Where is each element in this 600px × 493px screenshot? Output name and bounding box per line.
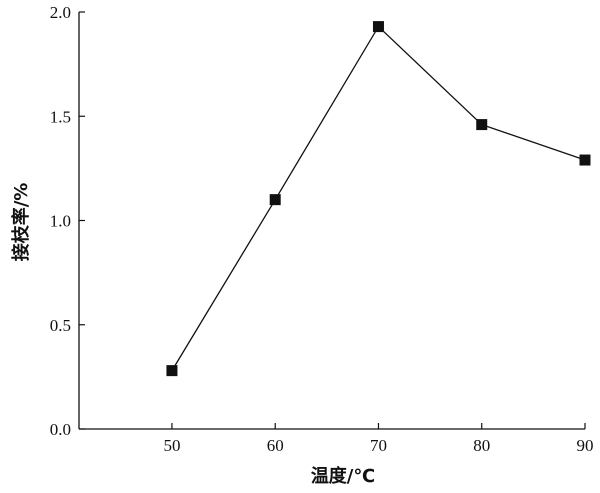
y-axis-label: 接枝率/% <box>10 183 32 262</box>
y-ticks: 0.0 0.5 1.0 1.5 2.0 <box>50 3 85 439</box>
x-tick-label: 50 <box>163 436 180 455</box>
x-ticks: 50 60 70 80 90 <box>163 423 594 455</box>
x-tick-label: 80 <box>473 436 490 455</box>
x-axis-label: 温度/℃ <box>311 465 375 487</box>
series-line <box>171 25 586 371</box>
y-tick-label: 0.5 <box>50 316 71 335</box>
data-point-marker <box>372 21 384 33</box>
x-tick-label: 90 <box>577 436 594 455</box>
data-point-marker <box>269 194 281 206</box>
axes <box>78 12 585 430</box>
x-tick-label: 60 <box>267 436 284 455</box>
data-point-marker <box>579 154 591 166</box>
data-point-marker <box>166 365 178 377</box>
series-layer <box>166 21 591 377</box>
y-tick-label: 2.0 <box>50 3 71 22</box>
x-tick-label: 70 <box>370 436 387 455</box>
y-tick-label: 0.0 <box>50 420 71 439</box>
y-tick-label: 1.5 <box>50 107 71 126</box>
y-tick-label: 1.0 <box>50 212 71 231</box>
data-point-marker <box>476 119 488 131</box>
